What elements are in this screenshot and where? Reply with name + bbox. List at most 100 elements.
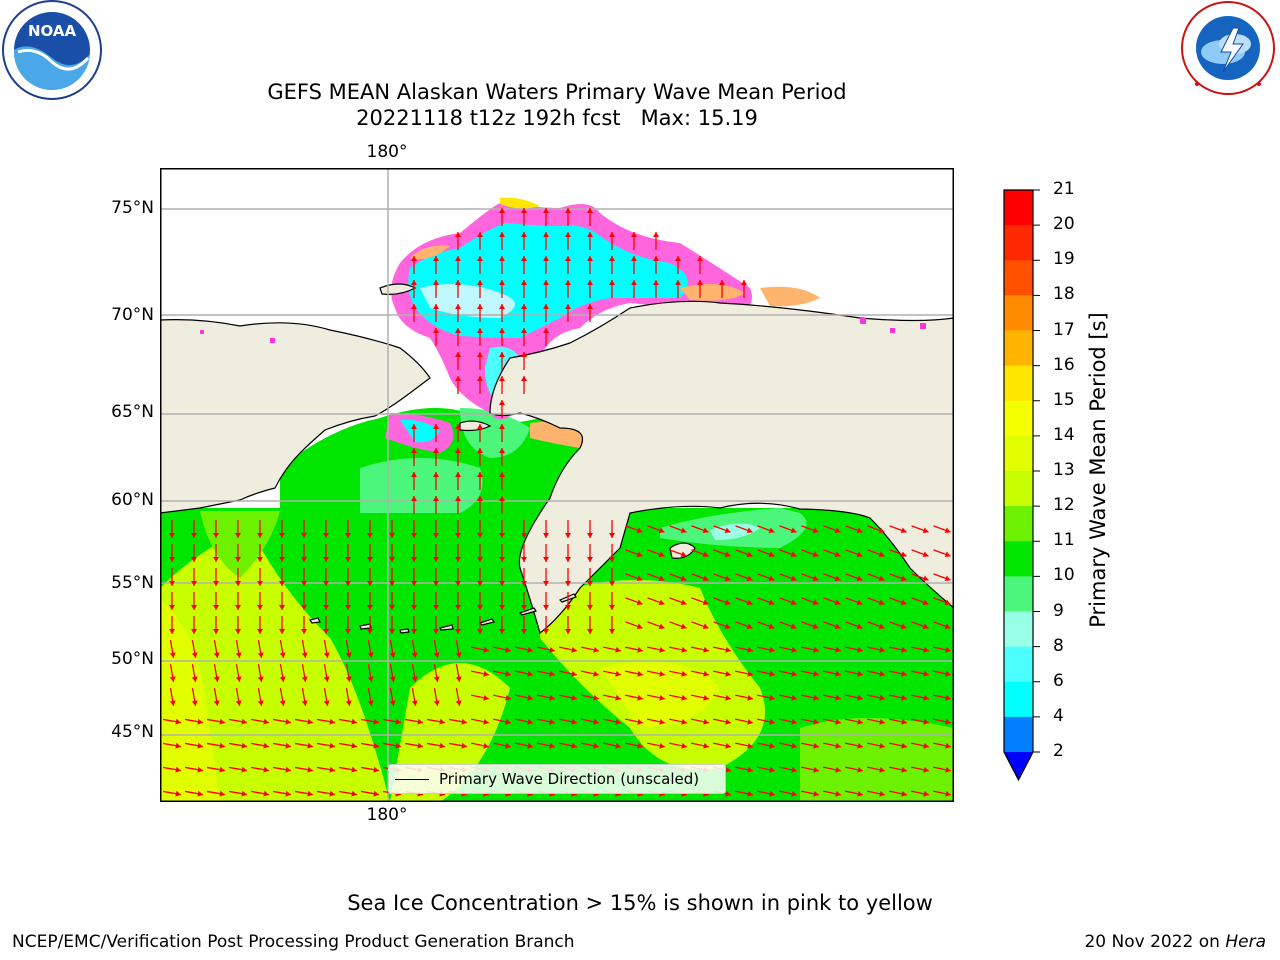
wave-arrow-head: [169, 557, 175, 562]
wave-arrow-head: [329, 790, 335, 797]
wave-arrow-head: [279, 533, 285, 538]
wave-arrow-head: [653, 280, 659, 285]
noaa-logo: NOAA: [2, 0, 102, 100]
wave-arrow-head: [455, 280, 461, 285]
wave-arrow-head: [703, 718, 709, 725]
footer-date: 20 Nov 2022 on Hera: [1084, 932, 1266, 952]
wave-arrow-head: [411, 700, 418, 706]
wave-arrow-head: [813, 790, 819, 797]
wave-arrow-head: [768, 575, 775, 582]
wave-arrow-head: [901, 694, 907, 701]
wave-arrow-head: [724, 551, 731, 558]
colorbar-tick-label: 6: [1053, 670, 1064, 691]
wave-arrow-head: [923, 670, 929, 677]
wave-arrow-head: [835, 670, 841, 677]
wave-arrow-head: [477, 629, 483, 634]
wave-arrow-head: [680, 575, 687, 582]
wave-arrow-head: [724, 623, 731, 630]
colorbar-tick-label: 14: [1053, 424, 1075, 445]
wave-arrow-head: [499, 352, 505, 357]
lat-label: 45°N: [111, 722, 154, 742]
wave-arrow-head: [477, 232, 483, 237]
wave-arrow-head: [609, 256, 615, 261]
wave-arrow-head: [703, 694, 709, 701]
wave-arrow-head: [521, 352, 527, 357]
wave-arrow-head: [944, 527, 951, 534]
wave-arrow-head: [812, 623, 819, 630]
wave-arrow-head: [213, 557, 219, 562]
wave-arrow-head: [675, 256, 681, 261]
wave-arrow-head: [587, 280, 593, 285]
wave-arrow-head: [301, 629, 307, 634]
wave-arrow-head: [681, 718, 687, 725]
wave-arrow-head: [301, 605, 307, 610]
wave-arrow-head: [719, 280, 725, 285]
wave-arrow-head: [703, 670, 709, 677]
wave-arrow-head: [323, 605, 329, 610]
wave-arrow-head: [175, 718, 181, 725]
wave-arrow-head: [741, 280, 747, 285]
wave-arrow-head: [659, 646, 665, 653]
wave-arrow-head: [235, 605, 241, 610]
wave-arrow-head: [571, 742, 577, 749]
wave-arrow-head: [433, 280, 439, 285]
wave-arrow-head: [169, 533, 175, 538]
wave-arrow-head: [477, 533, 483, 538]
wave-arrow-head: [499, 424, 505, 429]
colorbar-segment: [1004, 365, 1033, 402]
colorbar-tick-label: 12: [1053, 495, 1075, 516]
wave-arrow-head: [433, 424, 439, 429]
wave-arrow-head: [169, 605, 175, 610]
wave-arrow-head: [945, 694, 951, 701]
wave-arrow-head: [477, 605, 483, 610]
wave-arrow-head: [812, 599, 819, 606]
colorbar-tick-label: 11: [1053, 530, 1075, 551]
wave-arrow-head: [213, 700, 220, 706]
wave-arrow-head: [213, 605, 219, 610]
wave-arrow-head: [521, 629, 527, 634]
wave-arrow-head: [593, 742, 599, 749]
wave-arrow-head: [593, 718, 599, 725]
colorbar-tick-label: 15: [1053, 389, 1075, 410]
colorbar-segment: [1004, 225, 1033, 261]
wave-arrow-head: [433, 328, 439, 333]
colorbar-segment: [1004, 400, 1033, 437]
wave-arrow-head: [499, 448, 505, 453]
wave-arrow-head: [499, 304, 505, 309]
wave-arrow-head: [395, 742, 401, 749]
wave-arrow-head: [922, 527, 929, 534]
wave-arrow-head: [351, 742, 357, 749]
wave-arrow-head: [439, 742, 445, 749]
wave-arrow-head: [455, 533, 461, 538]
wave-arrow-head: [543, 232, 549, 237]
wave-arrow-head: [571, 718, 577, 725]
wave-arrow-head: [901, 766, 907, 773]
wave-arrow-head: [587, 208, 593, 213]
wave-arrow-head: [593, 694, 599, 701]
wave-arrow-head: [213, 629, 219, 634]
footer-credit: NCEP/EMC/Verification Post Processing Pr…: [12, 932, 575, 952]
wave-arrow-head: [565, 256, 571, 261]
wave-arrow-head: [235, 700, 242, 706]
wave-arrow-head: [923, 646, 929, 653]
wave-arrow-head: [521, 533, 527, 538]
wave-arrow-head: [389, 676, 396, 682]
wave-arrow-head: [521, 208, 527, 213]
wave-arrow-head: [499, 605, 505, 610]
wave-arrow-head: [499, 533, 505, 538]
wave-arrow-head: [768, 623, 775, 630]
wave-arrow-head: [703, 646, 709, 653]
colorbar-extend-triangle: [1004, 752, 1033, 780]
wave-arrow-head: [812, 575, 819, 582]
wave-arrow-head: [746, 527, 753, 534]
wave-arrow-head: [197, 742, 203, 749]
wave-arrow-head: [373, 790, 379, 797]
wave-arrow-head: [658, 599, 665, 606]
wave-arrow-head: [411, 304, 417, 309]
wave-arrow-head: [724, 599, 731, 606]
wave-arrow-head: [307, 766, 313, 773]
wave-arrow-head: [900, 527, 907, 534]
wave-arrow-head: [345, 629, 351, 634]
colorbar-tick-label: 19: [1053, 249, 1075, 270]
wave-arrow-head: [746, 551, 753, 558]
